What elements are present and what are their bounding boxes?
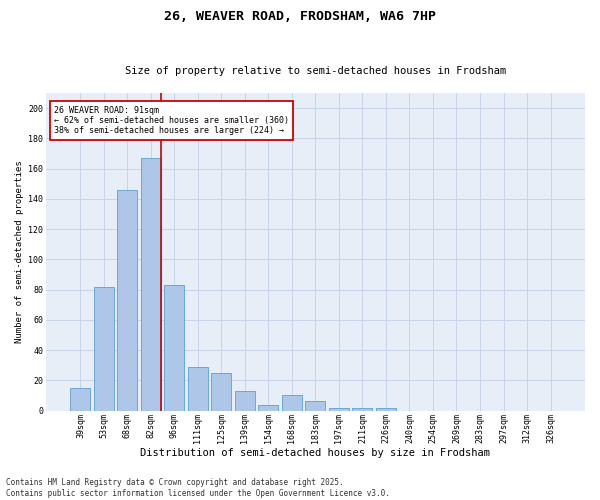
Bar <box>164 285 184 410</box>
Title: Size of property relative to semi-detached houses in Frodsham: Size of property relative to semi-detach… <box>125 66 506 76</box>
Bar <box>94 286 114 410</box>
Bar <box>235 391 255 410</box>
Bar <box>376 408 396 410</box>
Bar <box>282 396 302 410</box>
Bar <box>352 408 373 410</box>
Text: 26 WEAVER ROAD: 91sqm
← 62% of semi-detached houses are smaller (360)
38% of sem: 26 WEAVER ROAD: 91sqm ← 62% of semi-deta… <box>54 106 289 136</box>
Bar <box>141 158 161 410</box>
Bar <box>118 190 137 410</box>
Bar <box>211 372 232 410</box>
X-axis label: Distribution of semi-detached houses by size in Frodsham: Distribution of semi-detached houses by … <box>140 448 490 458</box>
Text: 26, WEAVER ROAD, FRODSHAM, WA6 7HP: 26, WEAVER ROAD, FRODSHAM, WA6 7HP <box>164 10 436 23</box>
Bar <box>70 388 91 410</box>
Bar <box>305 402 325 410</box>
Y-axis label: Number of semi-detached properties: Number of semi-detached properties <box>15 160 24 343</box>
Bar <box>188 366 208 410</box>
Bar <box>259 404 278 410</box>
Text: Contains HM Land Registry data © Crown copyright and database right 2025.
Contai: Contains HM Land Registry data © Crown c… <box>6 478 390 498</box>
Bar <box>329 408 349 410</box>
